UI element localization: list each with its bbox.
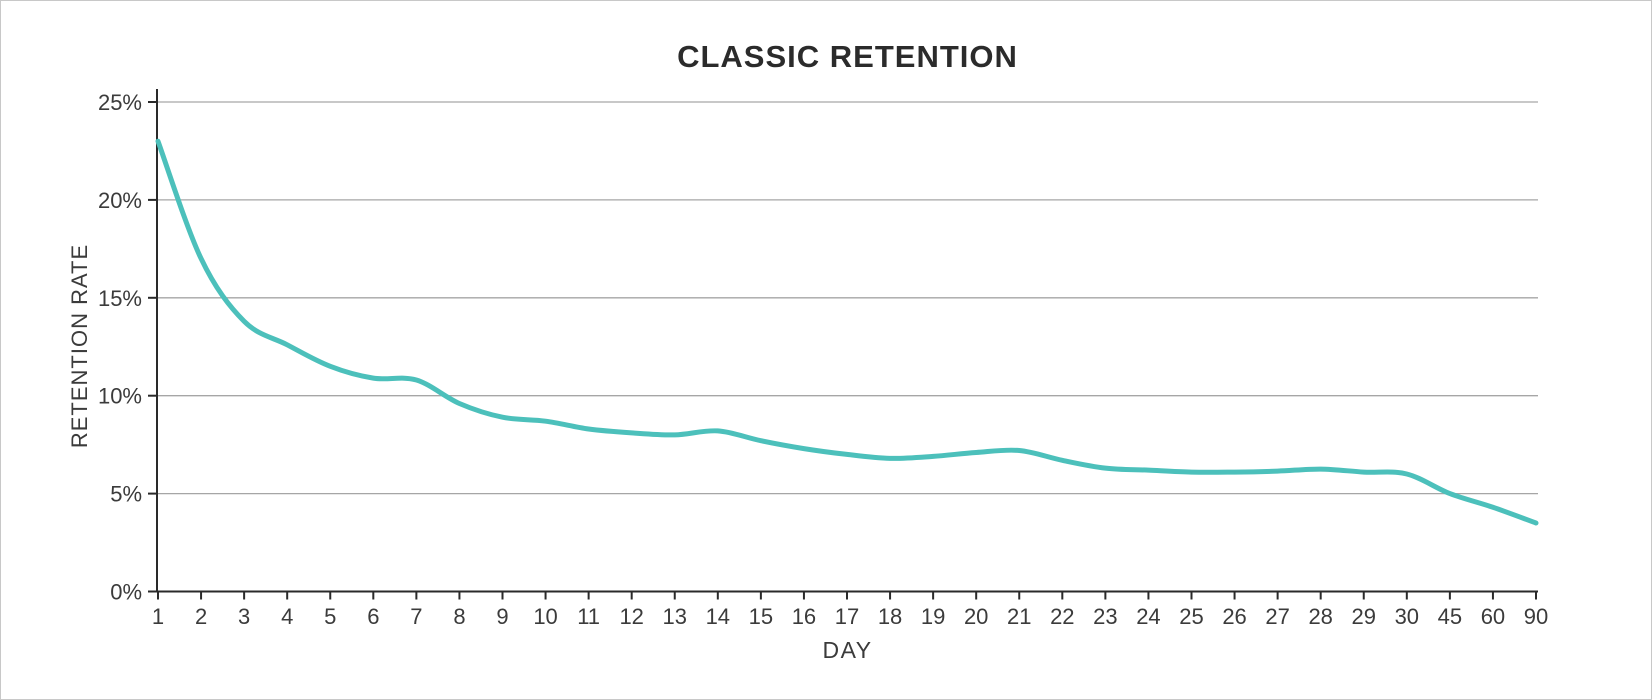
y-tick-label: 10% [98, 384, 142, 409]
y-tick-label: 25% [98, 90, 142, 115]
retention-line [155, 138, 1539, 526]
x-tick-label: 4 [281, 604, 293, 629]
x-tick-label: 27 [1265, 604, 1289, 629]
x-tick-label: 12 [619, 604, 643, 629]
x-tick-label: 2 [195, 604, 207, 629]
y-tick-label: 20% [98, 188, 142, 213]
x-tick-label: 60 [1481, 604, 1505, 629]
x-tick-label: 20 [964, 604, 988, 629]
y-tick-label: 0% [110, 580, 142, 605]
x-tick-label: 5 [324, 604, 336, 629]
x-tick-label: 7 [410, 604, 422, 629]
x-tick-label: 30 [1395, 604, 1419, 629]
x-tick-label: 15 [749, 604, 773, 629]
x-tick-label: 22 [1050, 604, 1074, 629]
x-tick-label: 26 [1222, 604, 1246, 629]
x-tick-label: 45 [1438, 604, 1462, 629]
x-tick-label: 18 [878, 604, 902, 629]
x-tick-label: 28 [1308, 604, 1332, 629]
x-tick-label: 10 [533, 604, 557, 629]
x-tick-label: 25 [1179, 604, 1203, 629]
x-tick-label: 9 [496, 604, 508, 629]
x-tick-label: 21 [1007, 604, 1031, 629]
x-tick-label: 16 [792, 604, 816, 629]
chart-title: CLASSIC RETENTION [677, 39, 1018, 74]
x-tick-label: 90 [1524, 604, 1548, 629]
x-axis-title: DAY [822, 637, 873, 663]
x-tick-label: 1 [152, 604, 164, 629]
x-tick-label: 17 [835, 604, 859, 629]
x-tick-label: 24 [1136, 604, 1160, 629]
x-tick-label: 11 [577, 604, 600, 629]
x-tick-label: 14 [706, 604, 730, 629]
x-tick-label: 3 [238, 604, 250, 629]
x-tick-label: 8 [453, 604, 465, 629]
y-tick-label: 15% [98, 286, 142, 311]
x-tick-label: 19 [921, 604, 945, 629]
x-tick-label: 13 [663, 604, 687, 629]
x-tick-label: 29 [1352, 604, 1376, 629]
x-tick-label: 6 [367, 604, 379, 629]
y-tick-label: 5% [110, 482, 142, 507]
x-tick-label: 23 [1093, 604, 1117, 629]
